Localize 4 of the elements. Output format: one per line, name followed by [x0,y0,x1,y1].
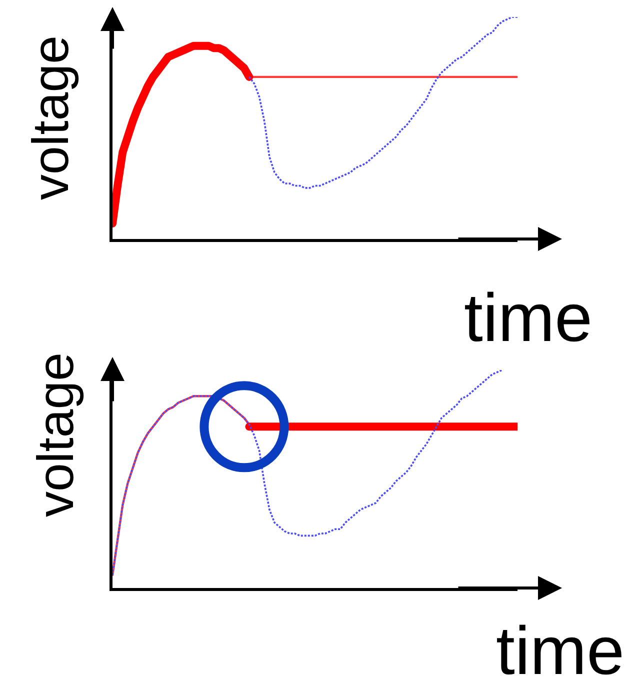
y-axis-title: voltage [27,352,84,517]
x-axis-title: time [464,280,592,356]
x-axis-title: time [496,613,624,689]
y-axis-title: voltage [22,36,79,200]
